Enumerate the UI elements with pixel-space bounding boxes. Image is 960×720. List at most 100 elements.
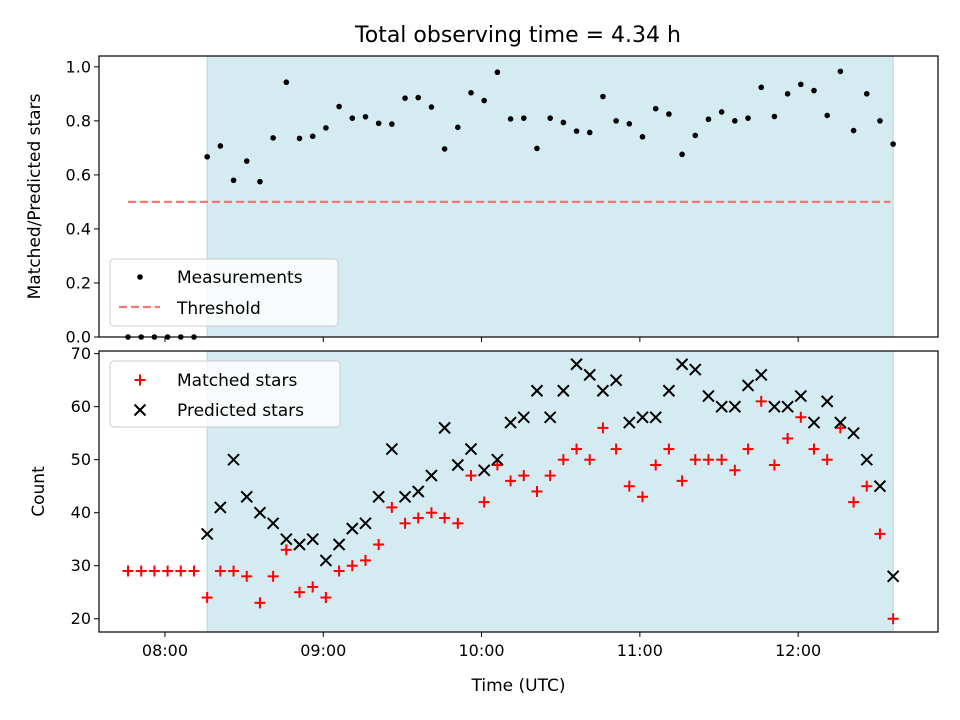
y-tick-label: 50 [71, 450, 91, 469]
measurement-point [560, 119, 567, 126]
measurement-point [349, 115, 356, 121]
predicted-star-point [794, 389, 808, 403]
predicted-star-point [741, 379, 755, 392]
matched-star-point [346, 560, 358, 572]
predicted-star-point [675, 358, 689, 371]
matched-star-point [439, 512, 451, 524]
predicted-star-point [214, 501, 227, 514]
matched-star-point [254, 597, 266, 609]
matched-star-point [333, 565, 345, 577]
matched-star-point [768, 459, 780, 471]
y-tick-label: 0.6 [66, 165, 91, 184]
measurement-point [204, 153, 210, 160]
count-axes-frame [98, 350, 939, 633]
predicted-star-point [609, 373, 623, 387]
measurement-point [573, 128, 580, 134]
measurement-point [679, 151, 685, 158]
matched-star-point [135, 565, 147, 577]
predicted-star-point [847, 426, 860, 440]
measurement-point [270, 135, 276, 141]
matched-star-point [821, 454, 833, 466]
matched-star-point [637, 491, 649, 503]
predicted-star-point [557, 384, 570, 397]
measurement-point [468, 89, 474, 96]
matched-star-point [808, 443, 820, 455]
measurement-point [389, 121, 395, 127]
predicted-star-point [886, 570, 900, 583]
predicted-star-point [332, 538, 346, 551]
measurement-point [784, 91, 791, 97]
x-tick-label: 08:00 [142, 641, 188, 660]
matched-star-point [201, 592, 213, 604]
predicted-star-point [240, 490, 253, 504]
measurement-point [850, 127, 857, 134]
measurement-point [692, 132, 699, 139]
matched-star-point [122, 565, 134, 577]
measurement-point [296, 135, 303, 142]
y-tick-label: 0.8 [66, 111, 91, 130]
matched-star-point [188, 565, 200, 577]
measurement-point [718, 109, 725, 115]
predicted-star-point [346, 522, 359, 535]
matched-star-point [887, 613, 899, 625]
matched-star-point [267, 570, 279, 582]
matched-star-point [597, 422, 609, 434]
matched-star-point [294, 586, 306, 598]
predicted-star-point [266, 517, 280, 530]
ratio-legend: Measurements Threshold [109, 258, 339, 327]
x-tick-label: 09:00 [300, 641, 346, 660]
matched-star-point [702, 454, 714, 466]
measurement-point [652, 105, 659, 112]
matched-star-point [425, 507, 437, 519]
matched-star-point [834, 422, 846, 434]
measurement-point [758, 84, 765, 91]
x-tick-label: 10:00 [459, 641, 505, 660]
measurement-point [745, 115, 751, 121]
matched-star-point [465, 470, 477, 482]
predicted-star-point [306, 533, 319, 546]
matched-star-point [742, 443, 754, 455]
matched-star-point [373, 539, 385, 551]
legend-measurements-label: Measurements [177, 268, 303, 288]
legend-matched-marker [134, 374, 146, 386]
measurement-point [798, 81, 804, 88]
matched-star-point [518, 470, 530, 482]
matched-star-point [782, 432, 794, 444]
measurement-point [811, 87, 817, 94]
predicted-star-point [253, 506, 267, 519]
measurement-point [217, 143, 224, 149]
matched-star-point [148, 565, 160, 577]
predicted-star-point [425, 469, 438, 482]
predicted-star-point [385, 442, 399, 456]
matched-star-point [874, 528, 886, 540]
count-y-axis-label: Count [29, 466, 49, 517]
predicted-star-point [781, 400, 794, 413]
predicted-star-point [636, 411, 649, 424]
y-tick-label: 60 [71, 397, 91, 416]
predicted-star-point [477, 464, 491, 477]
measurement-point [732, 118, 738, 124]
count-y-ticks: 20 30 40 50 60 70 [71, 344, 99, 628]
measurement-point [481, 97, 488, 104]
legend-plus-glyph [134, 374, 146, 386]
count-legend: Matched stars Predicted stars [109, 360, 341, 428]
measurement-point [362, 113, 369, 120]
predicted-star-point [412, 485, 425, 498]
count-x-ticks: 08:00 09:00 10:00 11:00 12:00 [142, 632, 821, 660]
measurement-point [455, 124, 461, 131]
measurement-point [428, 104, 435, 110]
predicted-star-point [570, 358, 583, 371]
predicted-star-point [623, 416, 636, 429]
matched-star-point [689, 454, 701, 466]
matched-star-point [663, 443, 675, 455]
measurement-point [415, 94, 422, 101]
ratio-x-ticks [164, 337, 799, 342]
predicted-star-point [596, 384, 610, 397]
predicted-star-point [755, 368, 768, 382]
y-tick-label: 40 [71, 503, 91, 522]
predicted-star-point [227, 453, 240, 466]
ratio-axes-frame [98, 55, 939, 338]
measurement-point [441, 146, 448, 152]
predicted-star-point [860, 453, 873, 466]
matched-star-point [386, 501, 398, 513]
